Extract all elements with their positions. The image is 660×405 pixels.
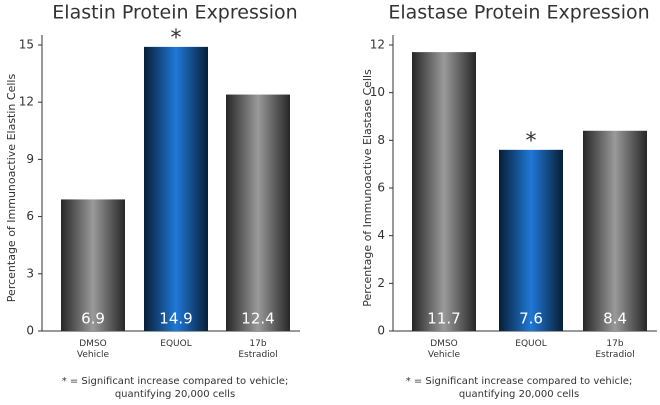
- y-tick-label: 6: [26, 209, 34, 223]
- y-axis-label: Percentage of Immunoactive Elastin Cells: [5, 74, 18, 303]
- x-tick-label: DMSO Vehicle: [76, 339, 110, 360]
- x-tick-label: EQUOL: [160, 339, 192, 349]
- y-tick-label: 6: [377, 181, 385, 195]
- chart-title: Elastin Protein Expression: [52, 2, 297, 24]
- footnote: * = Significant increase compared to veh…: [405, 376, 633, 387]
- y-tick-label: 3: [26, 266, 34, 280]
- value-label: 12.4: [241, 310, 274, 328]
- y-tick-label: 12: [19, 95, 34, 109]
- bar-shade: [144, 46, 208, 331]
- value-label: 11.7: [427, 310, 460, 328]
- footnote: quantifying 20,000 cells: [114, 389, 236, 400]
- bar-shade: [583, 130, 647, 331]
- y-tick-label: 15: [19, 38, 34, 52]
- chart-title: Elastase Protein Expression: [388, 2, 649, 24]
- bar-shade: [412, 52, 476, 332]
- x-tick-label: 17b Estradiol: [595, 339, 635, 360]
- footnote: quantifying 20,000 cells: [458, 389, 580, 400]
- x-tick-label: 17b Estradiol: [238, 339, 278, 360]
- annotation: *: [171, 26, 182, 51]
- x-tick-label: EQUOL: [515, 339, 547, 349]
- bar-shade: [499, 149, 563, 331]
- annotation: *: [526, 129, 537, 154]
- y-tick-label: 12: [370, 38, 385, 52]
- value-label: 7.6: [519, 310, 543, 328]
- x-tick-label: DMSO Vehicle: [427, 339, 461, 360]
- y-tick-label: 4: [377, 228, 385, 242]
- y-tick-label: 0: [26, 324, 34, 338]
- y-tick-label: 0: [377, 324, 385, 338]
- value-label: 14.9: [159, 310, 192, 328]
- bar-shade: [61, 199, 125, 331]
- y-tick-label: 8: [377, 133, 385, 147]
- bar-shade: [226, 94, 290, 331]
- y-tick-label: 2: [377, 276, 385, 290]
- footnote: * = Significant increase compared to veh…: [61, 376, 289, 387]
- y-tick-label: 10: [370, 85, 385, 99]
- value-label: 6.9: [81, 310, 105, 328]
- y-tick-label: 9: [26, 152, 34, 166]
- y-axis-label: Percentage of Immunoactive Elastase Cell…: [361, 69, 374, 307]
- value-label: 8.4: [603, 310, 627, 328]
